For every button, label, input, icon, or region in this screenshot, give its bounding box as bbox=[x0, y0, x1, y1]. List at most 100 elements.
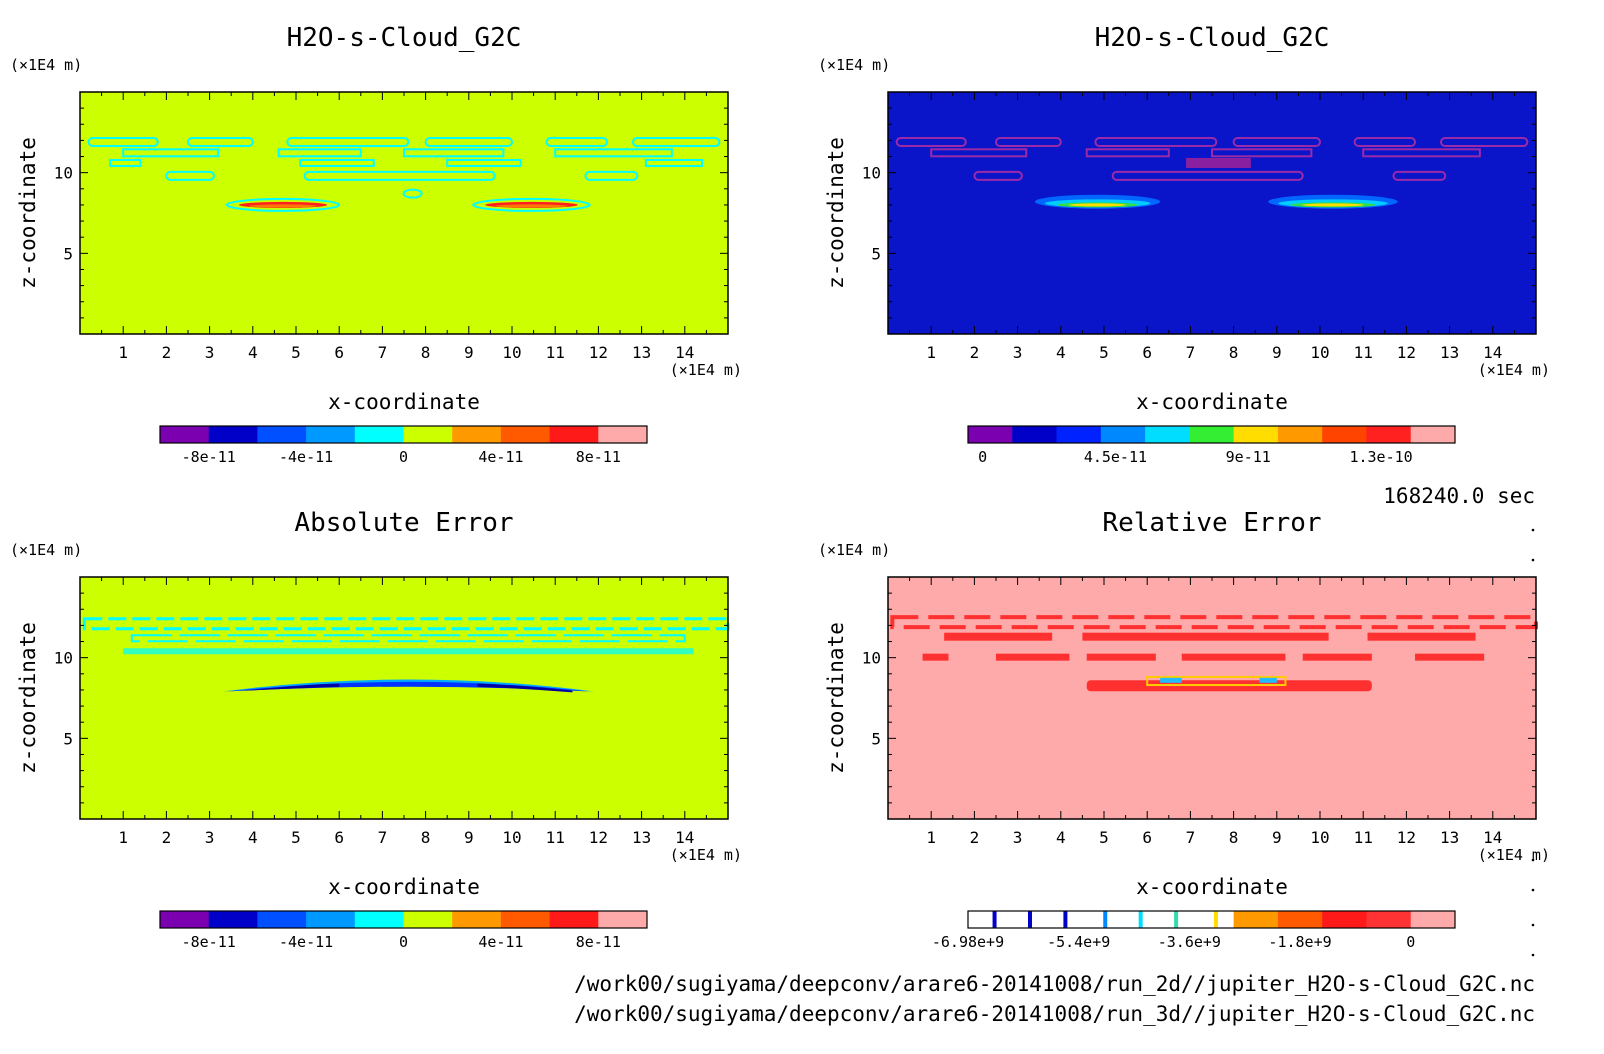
colorbar-tick-label: -5.4e+9 bbox=[1047, 933, 1110, 951]
y-tick-label: 10 bbox=[54, 164, 73, 183]
colorbar-tick-label: 4e-11 bbox=[478, 933, 523, 951]
margin-dot bbox=[1531, 858, 1535, 862]
colorbar-segment bbox=[1056, 426, 1102, 443]
error-contour bbox=[922, 653, 949, 661]
colorbar-segment bbox=[1233, 911, 1279, 928]
colorbar-tick-label: 9e-11 bbox=[1226, 448, 1271, 466]
x-tick-label: 6 bbox=[334, 343, 344, 362]
x-tick-label: 10 bbox=[1310, 343, 1329, 362]
colorbar-tick-label: -1.8e+9 bbox=[1268, 933, 1331, 951]
colorbar-tick-label: 0 bbox=[399, 933, 408, 951]
x-tick-label: 11 bbox=[546, 828, 565, 847]
x-tick-label: 2 bbox=[970, 343, 980, 362]
colorbar-tick-label: 8e-11 bbox=[576, 933, 621, 951]
error-contour bbox=[1086, 653, 1156, 661]
cloud-maximum bbox=[248, 204, 318, 208]
margin-dots bbox=[1531, 528, 1535, 957]
panel-1: H2O-s-Cloud_G2C(×1E4 m)1 2 3 4 5 6 7 8 9 10 11 12 13… bbox=[10, 23, 742, 466]
x-tick-label: 8 bbox=[1229, 343, 1239, 362]
colorbar-stripe bbox=[1103, 911, 1108, 928]
colorbar-segment bbox=[1056, 911, 1102, 928]
chart-title: Relative Error bbox=[1102, 508, 1321, 538]
panel-4: Relative Error(×1E4 m)1 2 3 4 5 6 7 8 9 10 11 12 13 1… bbox=[818, 508, 1550, 951]
x-tick-label: 1 bbox=[118, 828, 128, 847]
colorbar-segment bbox=[257, 911, 307, 928]
cloud-contour bbox=[545, 137, 609, 148]
x-tick-label: 7 bbox=[378, 828, 388, 847]
y-axis-unit: (×1E4 m) bbox=[818, 56, 890, 74]
colorbar-segment bbox=[257, 426, 307, 443]
error-contour bbox=[1181, 653, 1286, 661]
x-tick-label: 3 bbox=[1013, 343, 1023, 362]
cloud-contour bbox=[1392, 170, 1447, 181]
panel-2: H2O-s-Cloud_G2C(×1E4 m)1 2 3 4 5 6 7 8 9 10 11 12 13… bbox=[818, 23, 1550, 466]
cloud-maximum bbox=[1068, 203, 1127, 207]
error-peak bbox=[1259, 677, 1277, 683]
colorbar-segment bbox=[968, 426, 1013, 443]
colorbar-segment bbox=[403, 911, 453, 928]
cloud-contour bbox=[87, 137, 159, 148]
colorbar-frame bbox=[967, 425, 1456, 444]
chart-title: Absolute Error bbox=[294, 508, 513, 538]
y-axis-unit: (×1E4 m) bbox=[10, 541, 82, 559]
colorbar-stripe bbox=[1027, 911, 1032, 928]
colorbar: 0 4.5e-11 9e-11 1.3e-10 bbox=[967, 425, 1456, 466]
colorbar-segment bbox=[1366, 426, 1412, 443]
x-tick-label: 12 bbox=[1397, 828, 1416, 847]
colorbar-tick-label: 0 bbox=[399, 448, 408, 466]
error-band bbox=[226, 681, 590, 692]
colorbar-segment bbox=[1366, 911, 1412, 928]
error-contour bbox=[130, 634, 686, 643]
colorbar: -6.98e+9 -5.4e+9 -3.6e+9 -1.8e+9 0 bbox=[932, 910, 1456, 951]
x-axis-label: x-coordinate bbox=[328, 390, 480, 414]
y-tick-label: 5 bbox=[63, 729, 73, 748]
x-tick-label: 12 bbox=[1397, 343, 1416, 362]
x-axis-label: x-coordinate bbox=[1136, 875, 1288, 899]
colorbar-segment bbox=[160, 911, 210, 928]
colorbar-tick-label: 4e-11 bbox=[478, 448, 523, 466]
cloud-contour bbox=[1353, 137, 1417, 148]
margin-dot bbox=[1531, 953, 1535, 957]
cloud-contour bbox=[303, 170, 496, 181]
chart-title: H2O-s-Cloud_G2C bbox=[287, 23, 522, 53]
colorbar-tick-label: 8e-11 bbox=[576, 448, 621, 466]
y-tick-label: 5 bbox=[871, 729, 881, 748]
x-tick-label: 12 bbox=[589, 828, 608, 847]
x-tick-label: 3 bbox=[205, 828, 215, 847]
cloud-contour bbox=[187, 137, 254, 148]
x-tick-label: 10 bbox=[1310, 828, 1329, 847]
error-band bbox=[222, 679, 595, 692]
colorbar-segment bbox=[452, 426, 502, 443]
colorbar-segment bbox=[306, 426, 356, 443]
colorbar-segment bbox=[549, 911, 599, 928]
cloud-contour bbox=[644, 158, 704, 167]
x-tick-label: 5 bbox=[291, 828, 301, 847]
y-axis-label: z-coordinate bbox=[824, 622, 848, 774]
x-tick-label: 7 bbox=[378, 343, 388, 362]
cloud-core bbox=[1186, 157, 1251, 168]
plot-background bbox=[80, 577, 728, 819]
plot-background bbox=[80, 92, 728, 334]
colorbar-frame bbox=[159, 910, 648, 929]
x-tick-label: 1 bbox=[926, 828, 936, 847]
colorbar-segment bbox=[403, 426, 453, 443]
margin-dot bbox=[1531, 923, 1535, 927]
colorbar-segment bbox=[354, 911, 404, 928]
error-band bbox=[244, 683, 340, 691]
file-path-run-2d: /work00/sugiyama/deepconv/arare6-2014100… bbox=[574, 972, 1535, 996]
x-tick-label: 14 bbox=[1483, 343, 1502, 362]
y-axis-label: z-coordinate bbox=[16, 622, 40, 774]
colorbar-tick-label: -4e-11 bbox=[279, 933, 333, 951]
colorbar-tick-label: 4.5e-11 bbox=[1084, 448, 1147, 466]
error-contour bbox=[1302, 653, 1372, 661]
cloud-contour bbox=[165, 170, 215, 181]
cloud-contour bbox=[995, 137, 1062, 148]
colorbar-segment bbox=[1100, 911, 1146, 928]
x-tick-label: 8 bbox=[421, 343, 431, 362]
colorbar-tick-label: -6.98e+9 bbox=[932, 933, 1004, 951]
x-axis-label: x-coordinate bbox=[1136, 390, 1288, 414]
cloud-maximum bbox=[495, 204, 568, 208]
x-tick-label: 6 bbox=[334, 828, 344, 847]
x-tick-label: 1 bbox=[118, 343, 128, 362]
x-tick-label: 13 bbox=[632, 828, 651, 847]
